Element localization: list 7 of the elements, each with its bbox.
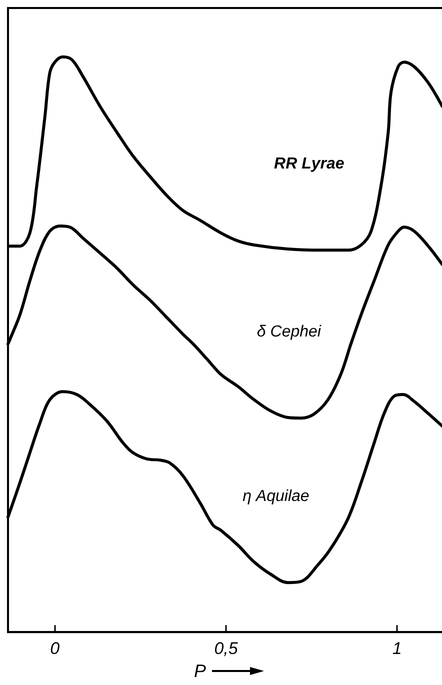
text: RR Lyrae: [274, 156, 344, 173]
x-tick-label: 1: [392, 639, 402, 658]
x-tick-label: 0,5: [214, 639, 238, 658]
text: η Aquilae: [242, 488, 310, 506]
x-axis-title: P: [194, 661, 206, 681]
x-tick-label: 0: [50, 639, 60, 658]
series-label: δ Cephei: [256, 324, 322, 341]
